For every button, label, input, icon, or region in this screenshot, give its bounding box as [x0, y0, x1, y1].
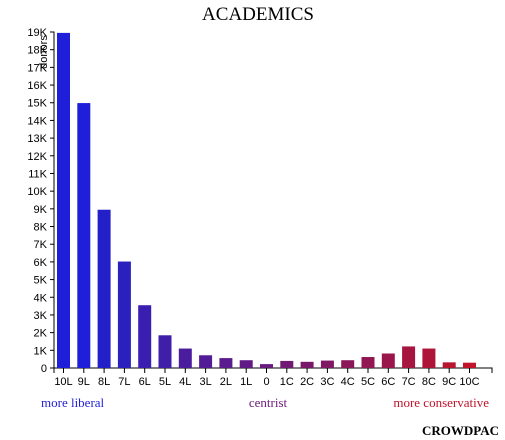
- x-tick-label: 5C: [361, 376, 375, 388]
- x-tick-label: 6C: [381, 376, 395, 388]
- bar-10L: [57, 32, 70, 368]
- bar-3C: [320, 360, 334, 368]
- x-tick-label: 2C: [300, 376, 314, 388]
- y-tick-label: 8K: [34, 222, 48, 234]
- y-tick-label: 4K: [34, 292, 48, 304]
- y-axis: 0 1K 2K 3K 4K 5K 6K 7K 8K 9K 10K 11K 12K 13K 14K 15K 16K…: [27, 27, 55, 375]
- centrist-label: centrist: [249, 395, 288, 410]
- y-tick-label: 11K: [28, 168, 47, 180]
- x-tick-label: 7L: [118, 376, 130, 388]
- y-tick-label: 15K: [27, 98, 47, 110]
- x-tick-label: 1L: [240, 376, 252, 388]
- bar-3L: [199, 355, 213, 368]
- crowdpac-logo: CROWDPAC: [422, 423, 499, 438]
- bar-4C: [341, 360, 355, 368]
- bar-4L: [178, 348, 192, 368]
- bar-7L: [117, 261, 131, 368]
- x-axis-line: [53, 367, 493, 373]
- bar-6C: [381, 353, 395, 368]
- y-tick-label: 17K: [27, 62, 47, 74]
- bar-6L: [138, 305, 152, 368]
- y-tick-label: 9K: [34, 204, 48, 216]
- x-tick-label: 2L: [220, 376, 232, 388]
- y-tick-label: 6K: [34, 257, 48, 269]
- bar-1C: [280, 360, 294, 368]
- x-tick-label: 9C: [442, 376, 456, 388]
- bar-7C: [402, 346, 416, 368]
- bar-5L: [158, 335, 172, 368]
- x-tick-label: 3C: [320, 376, 334, 388]
- chart-title: ACADEMICS: [202, 4, 314, 25]
- bar-9L: [77, 103, 91, 369]
- y-tick-label: 3K: [34, 310, 48, 322]
- x-tick-label: 7C: [402, 376, 416, 388]
- bar-2C: [300, 361, 314, 368]
- y-tick-label: 1K: [34, 345, 48, 357]
- y-tick-label: 13K: [27, 133, 47, 145]
- bar-5C: [361, 357, 375, 368]
- bar-9C: [442, 362, 456, 368]
- bar-8L: [97, 209, 111, 368]
- bar-2L: [219, 358, 233, 368]
- y-tick-label: 19K: [27, 27, 47, 39]
- bar-8C: [422, 348, 436, 368]
- x-tick-label: 4L: [179, 376, 191, 388]
- y-tick-label: 16K: [27, 80, 47, 92]
- bar-0: [260, 364, 273, 368]
- x-tick-label: 5L: [159, 376, 171, 388]
- y-axis-line: [50, 31, 55, 369]
- x-tick-label: 4C: [341, 376, 355, 388]
- more-liberal-label: more liberal: [41, 395, 105, 410]
- y-tick-label: 14K: [27, 115, 47, 127]
- x-tick-label: 0: [263, 376, 269, 388]
- x-tick-label: 9L: [78, 376, 90, 388]
- bar-1L: [239, 360, 253, 368]
- x-tick-label: 6L: [139, 376, 151, 388]
- x-tick-label: 8L: [98, 376, 110, 388]
- x-tick-label: 3L: [199, 376, 211, 388]
- x-tick-label: 1C: [280, 376, 294, 388]
- y-tick-label: 10K: [27, 186, 47, 198]
- y-tick-label: 7K: [34, 239, 48, 251]
- y-tick-label: 12K: [27, 151, 47, 163]
- x-tick-label: 10L: [54, 376, 72, 388]
- x-tick-label: 8C: [422, 376, 436, 388]
- y-tick-label: 0: [41, 363, 47, 375]
- y-tick-label: 18K: [27, 45, 47, 57]
- bar-10C: [463, 362, 476, 368]
- y-axis-label: donors: [38, 35, 50, 69]
- bars: [57, 32, 476, 369]
- more-conservative-label: more conservative: [393, 395, 489, 410]
- y-tick-label: 2K: [34, 328, 48, 340]
- x-tick-label: 10C: [459, 376, 479, 388]
- x-axis: 10L 9L 8L 7L 6L 5L 4L 3L 2L 1L 0 1C 2C 3C 4C 5C 6C 7C 8C 9C…: [53, 367, 493, 388]
- y-tick-label: 5K: [34, 275, 48, 287]
